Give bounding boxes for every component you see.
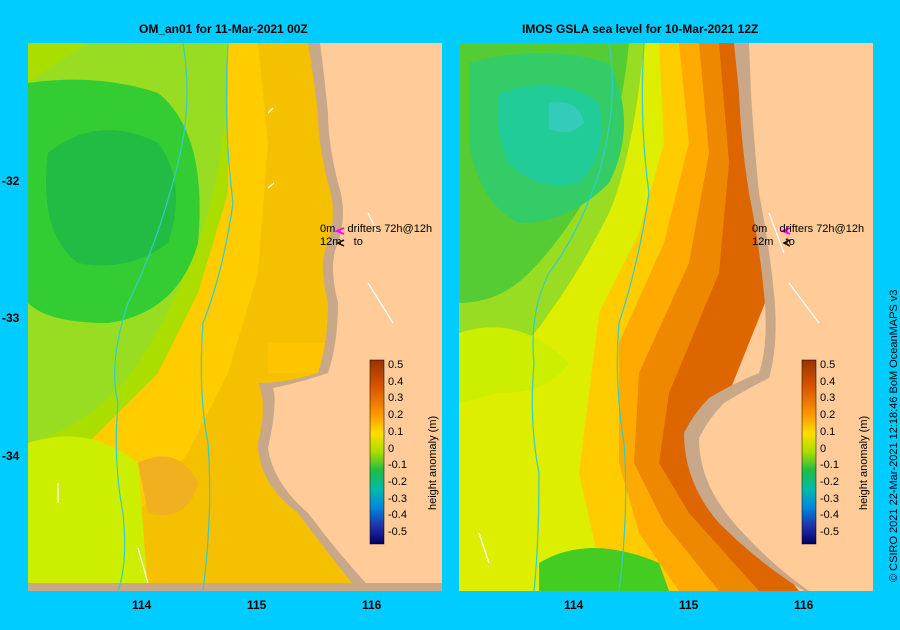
left-colorbar-title: height anomaly (m) [427, 415, 439, 510]
left-colorbar [369, 359, 385, 545]
left-drifter-line2: 12m to [320, 236, 363, 248]
right-map [459, 43, 873, 591]
right-colorbar-title: height anomaly (m) [858, 415, 870, 510]
y-tick: -33 [2, 311, 20, 325]
x-tick: 116 [794, 598, 814, 612]
x-tick: 116 [362, 598, 382, 612]
right-drifter-line2: 12m to [752, 236, 795, 248]
y-tick: -34 [2, 449, 20, 463]
left-panel-title: OM_an01 for 11-Mar-2021 00Z [139, 22, 308, 36]
left-drifter-line1: 0m drifters 72h@12h [320, 223, 433, 235]
drifter-arrow-icon [334, 227, 791, 247]
right-panel-title: IMOS GSLA sea level for 10-Mar-2021 12Z [522, 22, 759, 36]
x-tick: 115 [247, 598, 267, 612]
y-tick: -32 [2, 174, 20, 188]
x-tick: 114 [564, 598, 584, 612]
left-colorbar-ticks: 0.5 0.4 0.3 0.2 0.1 0 -0.1 -0.2 -0.3 -0.4 -0.5 [388, 359, 407, 539]
right-colorbar-ticks: 0.5 0.4 0.3 0.2 0.1 0 -0.1 -0.2 -0.3 -0.4 -0.5 [820, 359, 839, 539]
right-drifter-line1: 0m drifters 72h@12h [752, 223, 865, 235]
right-colorbar [801, 359, 817, 545]
credit-text: © CSIRO 2021 22-Mar-2021 12:18:46 BoM Oc… [888, 289, 900, 582]
left-map [28, 43, 442, 591]
x-tick: 115 [679, 598, 699, 612]
x-tick: 114 [132, 598, 152, 612]
